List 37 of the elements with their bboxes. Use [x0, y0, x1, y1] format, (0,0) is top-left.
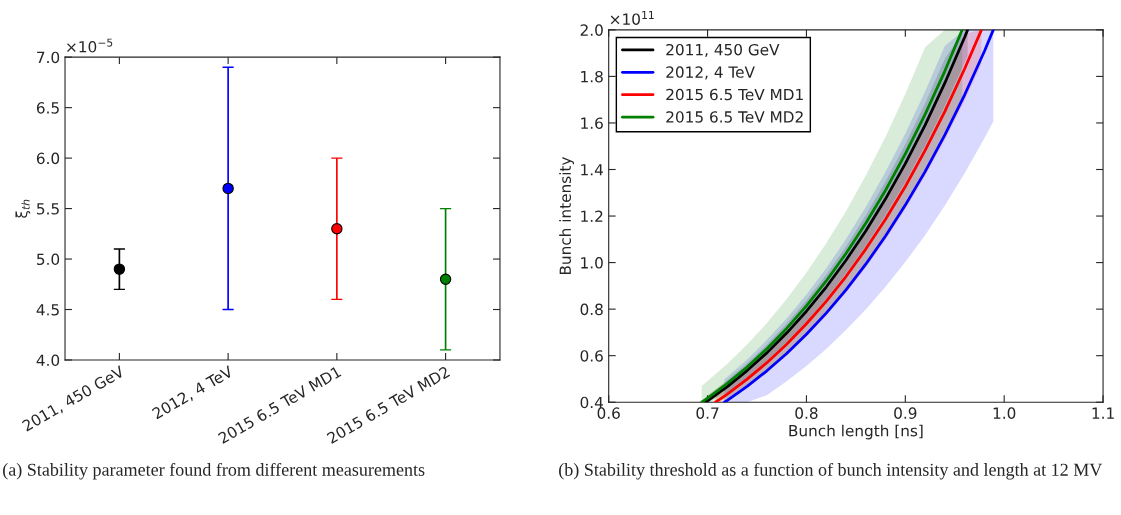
x-tick-label: 0.9 [894, 407, 917, 419]
text: (a) Stability parameter found from different measurements [3, 462, 425, 480]
y-axis-title: ξ$_{th}$ [15, 199, 31, 218]
x-tick-label: 1.1 [1092, 407, 1114, 419]
x-tick-label: 0.7 [696, 407, 719, 419]
point [222, 182, 234, 195]
text: ×10$^{−5}$ [67, 38, 113, 53]
y-tick-label: 1.6 [581, 117, 603, 129]
y-tick-label: 2.0 [580, 24, 603, 36]
y-axis-title: Bunch intensity [559, 156, 574, 275]
y-tick-label: 1.8 [581, 70, 603, 83]
point [439, 273, 452, 285]
text: (b) Stability threshold as a function of bunch intensity and length at 12 MV [559, 462, 1103, 480]
y-tick-label: 6.0 [36, 152, 60, 165]
y-tick-label: 0.4 [580, 396, 603, 409]
y-tick-label: 1.4 [581, 164, 603, 176]
point [331, 223, 343, 235]
y-tick-label: 5.0 [37, 253, 60, 266]
text: ×10$^{11}$ [610, 11, 654, 25]
legend-label: 2012, 4 TeV [666, 66, 755, 80]
y-tick-label: 1.2 [581, 210, 603, 222]
x-tick-label: 0.6 [597, 407, 620, 419]
y-tick-label: 6.5 [36, 102, 59, 114]
y-tick-label: 5.5 [37, 203, 59, 215]
legend-label: 2011, 450 GeV [666, 43, 780, 57]
legend-label: 2015 6.5 TeV MD1 [666, 88, 803, 101]
x-tick-label: 1.0 [993, 407, 1016, 419]
y-tick-label: 0.8 [580, 303, 603, 316]
point [113, 263, 126, 275]
y-tick-label: 7.0 [37, 51, 60, 64]
legend-label: 2015 6.5 TeV MD2 [666, 111, 803, 123]
x-tick-label: 0.8 [795, 407, 818, 419]
y-tick-label: 4.0 [36, 354, 60, 367]
x-axis-title: Bunch length [ns] [789, 424, 923, 440]
y-tick-label: 4.5 [36, 304, 59, 316]
y-tick-label: 0.6 [580, 350, 603, 362]
y-tick-label: 1.0 [581, 257, 603, 269]
